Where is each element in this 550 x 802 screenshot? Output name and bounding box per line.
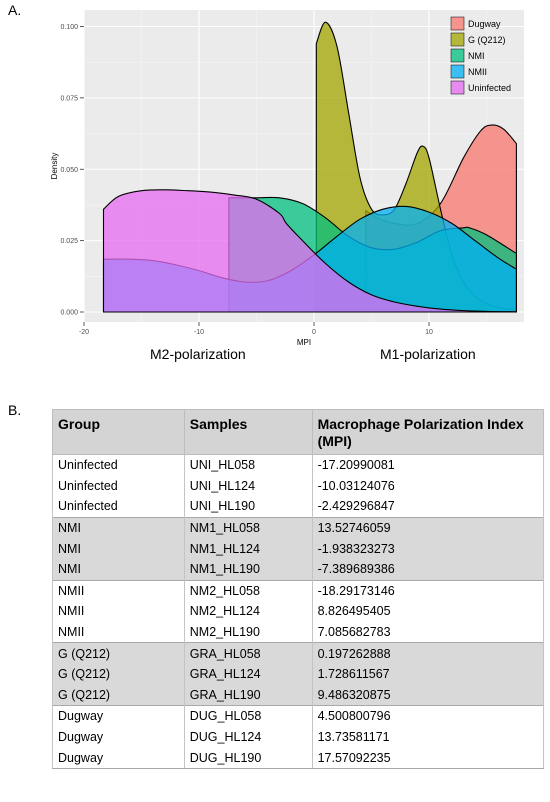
legend-key	[450, 48, 465, 63]
mpi-table: Group Samples Macrophage Polarization In…	[52, 409, 545, 769]
cell-mpi: -7.389689386	[311, 558, 545, 581]
cell-sample: UNI_HL058	[183, 453, 313, 476]
cell-sample: DUG_HL058	[183, 705, 313, 727]
y-tick-label: 0.100	[60, 24, 78, 31]
cell-group: Uninfected	[52, 453, 185, 476]
density-curves	[102, 21, 517, 313]
table-row: NMII NM2_HL124 8.826495405	[52, 601, 545, 622]
cell-group: Uninfected	[52, 496, 185, 518]
cell-group: Dugway	[52, 726, 185, 748]
density-area-uninfected	[103, 189, 517, 312]
y-axis-label: Density	[50, 153, 59, 180]
cell-group: NMII	[52, 579, 185, 602]
x-axis-label: MPI	[297, 338, 311, 347]
cell-mpi: -17.20990081	[311, 453, 545, 476]
legend-label: Uninfected	[468, 83, 511, 93]
cell-sample: GRA_HL124	[183, 663, 313, 685]
y-tick-label: 0.050	[60, 167, 78, 174]
panel-label-a: A.	[8, 2, 22, 18]
axes: 0.000 0.025 0.050 0.075 0.100 -20 -10 0 10 MPI Den…	[50, 24, 433, 347]
table-row: Dugway DUG_HL058 4.500800796	[52, 705, 545, 727]
x-tick-label: -20	[79, 329, 89, 336]
cell-sample: GRA_HL190	[183, 684, 313, 706]
cell-mpi: 9.486320875	[311, 684, 545, 706]
table-row: G (Q212) GRA_HL190 9.486320875	[52, 684, 545, 706]
legend-label: NMII	[468, 67, 487, 77]
legend-key	[450, 80, 465, 95]
header-mpi: Macrophage Polarization Index (MPI)	[311, 409, 545, 455]
header-samples: Samples	[183, 409, 313, 455]
cell-group: G (Q212)	[52, 663, 185, 685]
cell-sample: DUG_HL190	[183, 747, 313, 769]
legend-label: NMI	[468, 51, 485, 61]
legend-label: Dugway	[468, 19, 501, 29]
cell-sample: GRA_HL058	[183, 642, 313, 664]
legend-key	[450, 64, 465, 79]
cell-group: NMII	[52, 621, 185, 643]
cell-group: Uninfected	[52, 475, 185, 497]
cell-group: NMI	[52, 538, 185, 559]
cell-sample: NM1_HL190	[183, 558, 313, 581]
table-row: Uninfected UNI_HL058 -17.20990081	[52, 453, 545, 476]
cell-mpi: -1.938323273	[311, 538, 545, 559]
header-group: Group	[52, 409, 185, 455]
cell-mpi: 0.197262888	[311, 642, 545, 664]
panel-label-b: B.	[8, 402, 22, 418]
cell-sample: NM1_HL058	[183, 516, 313, 539]
cell-group: NMI	[52, 516, 185, 539]
cell-mpi: 4.500800796	[311, 705, 545, 727]
cell-sample: NM2_HL190	[183, 621, 313, 643]
legend: Dugway G (Q212) NMI NMII Uninfected	[450, 16, 511, 95]
cell-group: G (Q212)	[52, 684, 185, 706]
table-row: NMII NM2_HL058 -18.29173146	[52, 579, 545, 602]
cell-group: G (Q212)	[52, 642, 185, 664]
table-row: G (Q212) GRA_HL124 1.728611567	[52, 663, 545, 685]
cell-group: Dugway	[52, 705, 185, 727]
cell-mpi: -2.429296847	[311, 496, 545, 518]
legend-label: G (Q212)	[468, 35, 506, 45]
x-tick-label: -10	[194, 329, 204, 336]
cell-mpi: 13.52746059	[311, 516, 545, 539]
table-row: G (Q212) GRA_HL058 0.197262888	[52, 642, 545, 664]
cell-group: Dugway	[52, 747, 185, 769]
y-tick-label: 0.025	[60, 238, 78, 245]
x-tick-label: 0	[312, 329, 316, 336]
table-row: NMI NM1_HL058 13.52746059	[52, 516, 545, 539]
density-outline-uninfected	[102, 189, 517, 313]
table-row: NMI NM1_HL190 -7.389689386	[52, 558, 545, 581]
cell-sample: NM1_HL124	[183, 538, 313, 559]
cell-mpi: -10.03124076	[311, 475, 545, 497]
density-chart: 0.000 0.025 0.050 0.075 0.100 -20 -10 0 10 MPI Den…	[50, 10, 524, 347]
m1-polarization-label: M1-polarization	[380, 346, 476, 362]
cell-group: NMII	[52, 601, 185, 622]
cell-mpi: -18.29173146	[311, 579, 545, 602]
table-row: NMI NM1_HL124 -1.938323273	[52, 538, 545, 559]
table-row: Uninfected UNI_HL124 -10.03124076	[52, 475, 545, 497]
table-body: Uninfected UNI_HL058 -17.20990081 Uninfecte…	[52, 453, 545, 769]
table-row: Uninfected UNI_HL190 -2.429296847	[52, 496, 545, 518]
cell-sample: NM2_HL058	[183, 579, 313, 602]
cell-mpi: 17.57092235	[311, 747, 545, 769]
cell-mpi: 7.085682783	[311, 621, 545, 643]
y-tick-label: 0.075	[60, 95, 78, 102]
cell-sample: DUG_HL124	[183, 726, 313, 748]
cell-mpi: 1.728611567	[311, 663, 545, 685]
cell-mpi: 13.73581171	[311, 726, 545, 748]
cell-group: NMI	[52, 558, 185, 581]
table-header-row: Group Samples Macrophage Polarization In…	[52, 409, 545, 455]
m2-polarization-label: M2-polarization	[150, 346, 246, 362]
cell-mpi: 8.826495405	[311, 601, 545, 622]
table-row: Dugway DUG_HL124 13.73581171	[52, 726, 545, 748]
legend-key	[450, 32, 465, 47]
cell-sample: UNI_HL190	[183, 496, 313, 518]
x-tick-label: 10	[425, 329, 433, 336]
table-row: Dugway DUG_HL190 17.57092235	[52, 747, 545, 769]
legend-key	[450, 16, 465, 31]
cell-sample: NM2_HL124	[183, 601, 313, 622]
cell-sample: UNI_HL124	[183, 475, 313, 497]
y-tick-label: 0.000	[60, 310, 78, 317]
table-row: NMII NM2_HL190 7.085682783	[52, 621, 545, 643]
